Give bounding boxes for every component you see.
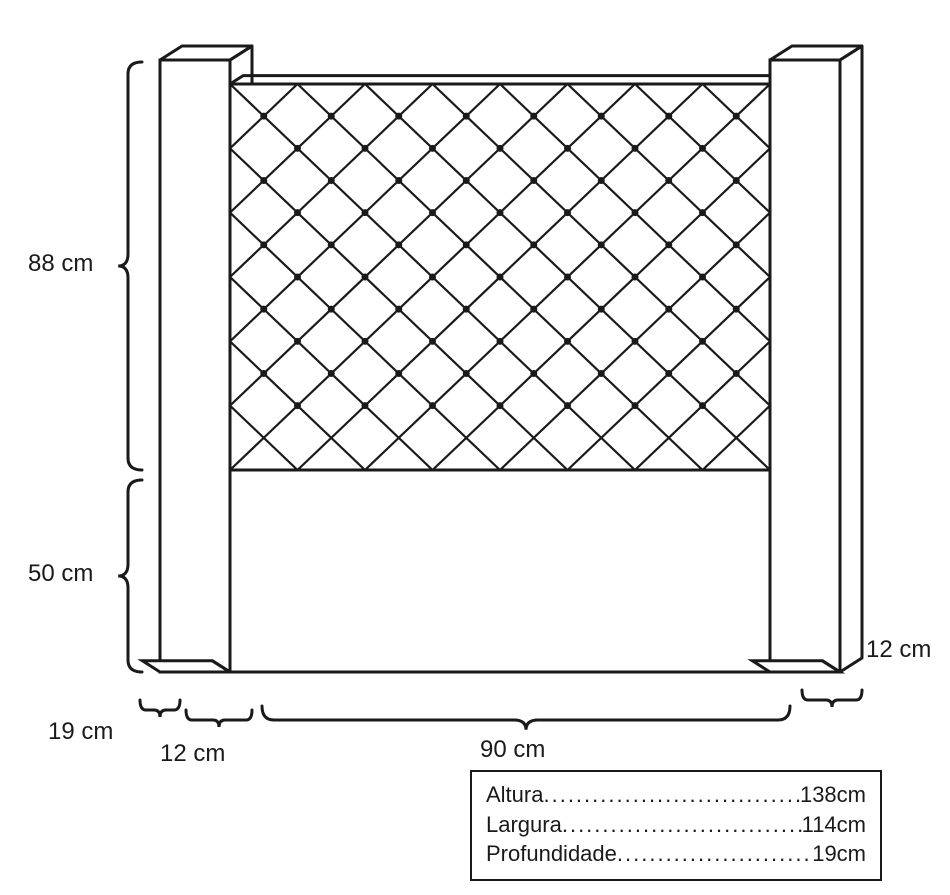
dim-lower-height: 50 cm [28, 560, 93, 588]
info-dots [562, 810, 802, 840]
diagram-stage: 88 cm 50 cm 19 cm 12 cm 90 cm 12 cm Altu… [0, 0, 950, 890]
headboard-drawing [0, 0, 950, 890]
info-label: Altura [486, 780, 543, 810]
info-dots [617, 839, 812, 869]
info-row: Largura 114cm [486, 810, 866, 840]
info-value: 19cm [812, 839, 866, 869]
info-value: 114cm [802, 810, 866, 840]
info-label: Profundidade [486, 839, 617, 869]
dim-center-width: 90 cm [480, 736, 545, 764]
info-value: 138cm [800, 780, 866, 810]
info-dots [543, 780, 799, 810]
dim-left-post-width: 12 cm [160, 740, 225, 768]
dim-right-post-width: 12 cm [866, 636, 931, 664]
dimensions-info-box: Altura 138cm Largura 114cm Profundidade 19cm [470, 770, 882, 881]
dim-left-depth: 19 cm [48, 718, 113, 746]
info-row: Altura 138cm [486, 780, 866, 810]
info-row: Profundidade 19cm [486, 839, 866, 869]
info-label: Largura [486, 810, 562, 840]
dim-upper-height: 88 cm [28, 250, 93, 278]
